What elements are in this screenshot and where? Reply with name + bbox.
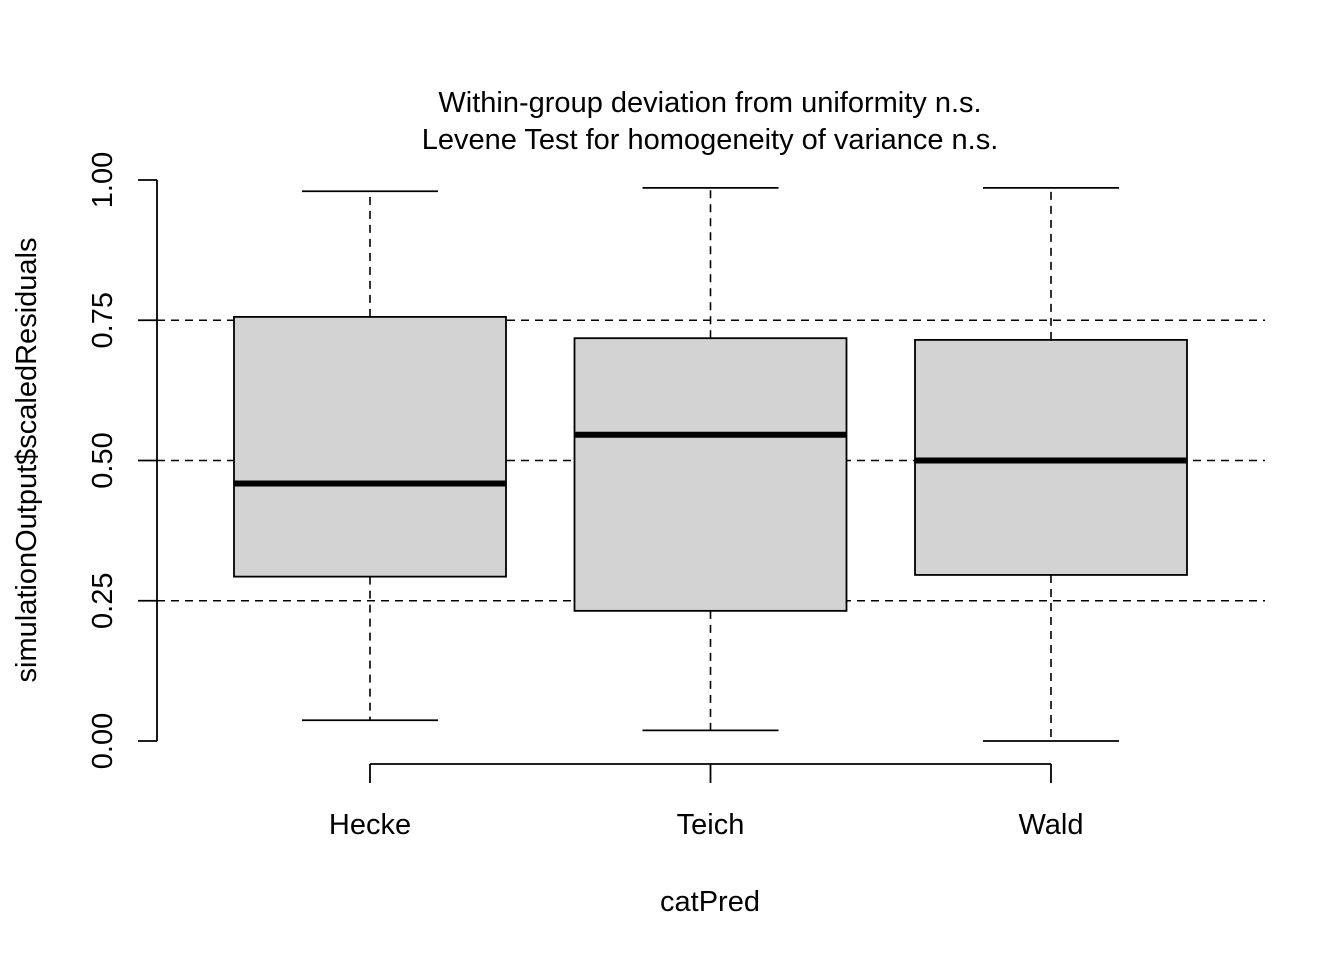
- iqr-box: [914, 338, 1188, 576]
- box-hecke: [233, 190, 507, 722]
- box-teich: [573, 186, 848, 732]
- x-axis-title: catPred: [660, 886, 760, 918]
- y-axis-title: simulationOutput$scaledResiduals: [11, 238, 43, 683]
- iqr-box: [573, 337, 848, 612]
- x-tick-label-wald: Wald: [1019, 809, 1084, 841]
- x-axis: Hecke Teich Wald: [329, 763, 1084, 841]
- y-axis: 0.00 0.25 0.50 0.75 1.00: [87, 152, 158, 769]
- title-line-1: Within-group deviation from uniformity n…: [438, 87, 981, 119]
- y-tick-label-2: 0.50: [87, 432, 119, 488]
- y-tick-label-1: 0.25: [87, 573, 119, 629]
- x-tick-label-hecke: Hecke: [329, 809, 411, 841]
- title-line-2: Levene Test for homogeneity of variance …: [422, 124, 999, 156]
- y-tick-label-4: 1.00: [87, 152, 119, 208]
- iqr-box: [233, 315, 507, 578]
- box-wald: [914, 186, 1188, 742]
- boxes-layer: [233, 186, 1188, 742]
- y-tick-label-3: 0.75: [87, 292, 119, 348]
- x-tick-label-teich: Teich: [677, 809, 745, 841]
- chart-title: Within-group deviation from uniformity n…: [422, 87, 999, 156]
- y-tick-label-0: 0.00: [87, 713, 119, 769]
